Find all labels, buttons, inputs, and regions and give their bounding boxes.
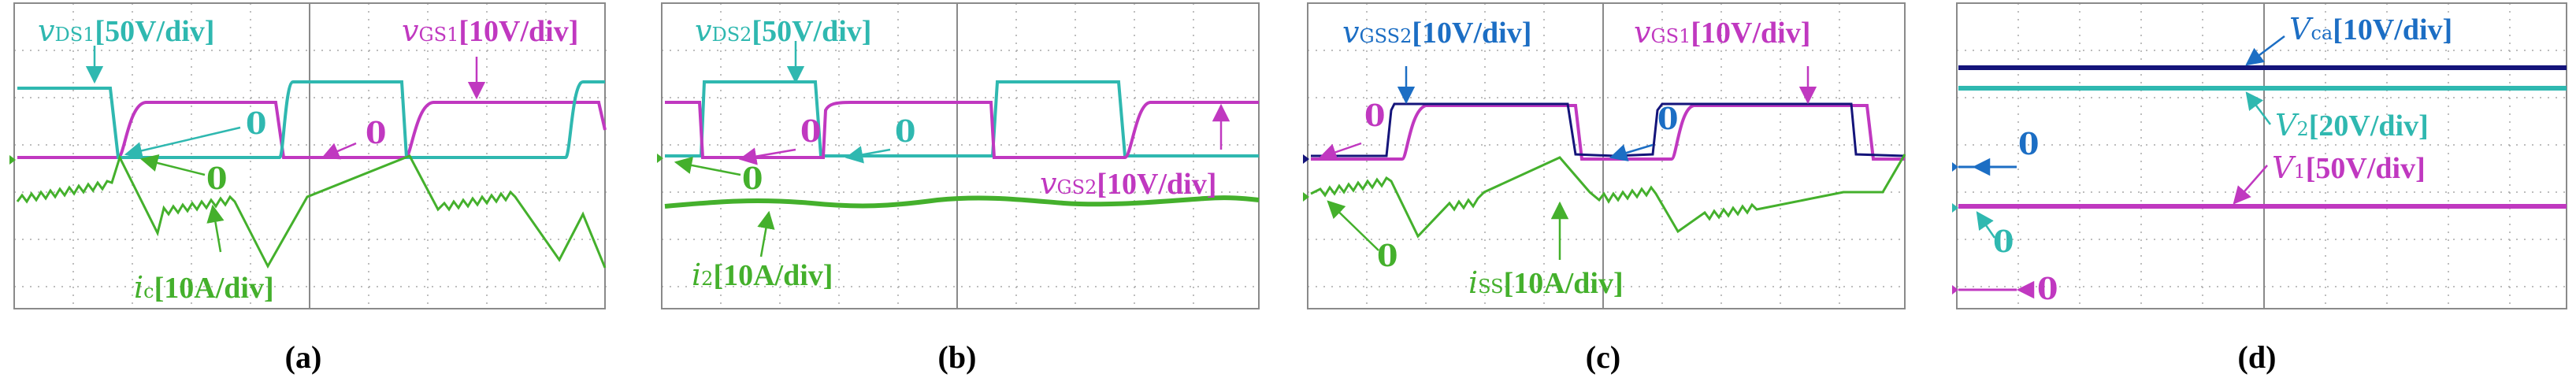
vgs2-trace (665, 101, 1259, 159)
panel-b-scope: vDS2[50V/div] 0 0 0 vGS2[10V/div] i2[10A… (657, 2, 1260, 309)
ch-marker-2 (1952, 203, 1958, 213)
label-zero-i: 0 (1377, 238, 1397, 273)
ch-marker-3 (1952, 285, 1958, 295)
i2-trace (664, 195, 1260, 209)
scope-frame (1956, 2, 2567, 309)
caption-a: (a) (284, 339, 322, 375)
label-zero-vgs: 0 (1364, 98, 1385, 133)
panel-a: vDS1[50V/div] vGS1[10V/div] 0 0 0 ic[10A… (0, 0, 607, 389)
label-v1: V1[50V/div] (2272, 150, 2426, 185)
scope-grid (1308, 3, 1906, 309)
vgss2-trace (1311, 102, 1906, 157)
scope-grid (662, 3, 1260, 309)
caption-b: (b) (937, 339, 977, 375)
label-v2: V2[20V/div] (2275, 108, 2429, 143)
vds1-trace (17, 80, 605, 159)
label-iss: iSS[10A/div] (1468, 265, 1624, 300)
panel-c-scope: vGSS2[10V/div] vGS1[10V/div] 0 0 0 iSS[1… (1303, 2, 1906, 309)
label-ic: ic[10A/div] (134, 270, 274, 305)
label-zero-vgs: 0 (800, 113, 821, 149)
label-vgs1: vGS1[10V/div] (402, 13, 578, 48)
label-zero-i: 0 (206, 161, 227, 196)
label-vds1: vDS1[50V/div] (38, 13, 214, 48)
label-zero-vca: 0 (2018, 126, 2039, 161)
label-vca: Vca[10V/div] (2289, 12, 2452, 46)
ch-marker-1 (1303, 154, 1309, 164)
panel-c: vGSS2[10V/div] vGS1[10V/div] 0 0 0 iSS[1… (1300, 0, 1906, 389)
iss-trace (1310, 154, 1906, 239)
panel-d: Vca[10V/div] 0 V2[20V/div] V1[50V/div] 0… (1946, 0, 2568, 389)
label-zero-vgss: 0 (1657, 101, 1678, 136)
annotations (1972, 35, 2285, 299)
ch-marker-2 (1303, 192, 1309, 202)
label-zero-vgs: 0 (366, 115, 386, 150)
label-vds2: vDS2[50V/div] (695, 13, 871, 48)
label-zero-i: 0 (742, 161, 763, 196)
ch-marker (657, 154, 663, 163)
label-zero-v2: 0 (1993, 224, 2014, 259)
vgs1-trace (17, 101, 607, 159)
panel-b: vDS2[50V/div] 0 0 0 vGS2[10V/div] i2[10A… (654, 0, 1260, 389)
ch-marker (9, 155, 16, 165)
scope-grid (1957, 3, 2568, 309)
label-zero-v1: 0 (2037, 271, 2058, 306)
vgs1-trace (1311, 104, 1905, 161)
panel-a-scope: vDS1[50V/div] vGS1[10V/div] 0 0 0 ic[10A… (9, 2, 607, 309)
annotations (1318, 66, 1817, 260)
ic-trace (16, 154, 607, 269)
caption-c: (c) (1585, 339, 1621, 375)
label-vgs1: vGS1[10V/div] (1634, 15, 1810, 50)
label-vgs2: vGS2[10V/div] (1040, 166, 1216, 201)
label-zero-vds: 0 (895, 113, 915, 149)
vds2-trace (665, 80, 1259, 157)
annotations (85, 46, 486, 253)
scope-frame (13, 2, 606, 309)
label-vgss2: vGSS2[10V/div] (1342, 15, 1531, 50)
label-zero-vds: 0 (246, 106, 266, 141)
caption-d: (d) (2237, 339, 2277, 375)
label-i2: i2[10A/div] (692, 257, 833, 292)
annotations (674, 41, 1230, 257)
ch-marker-1 (1952, 162, 1958, 172)
panel-d-scope: Vca[10V/div] 0 V2[20V/div] V1[50V/div] 0… (1952, 2, 2568, 309)
